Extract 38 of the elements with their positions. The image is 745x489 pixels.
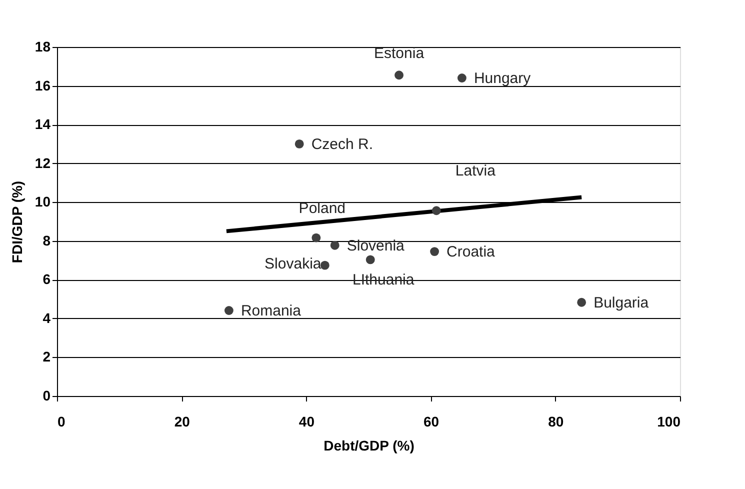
y-tick-label: 12 (34, 154, 51, 171)
y-tick-label: 16 (34, 77, 51, 94)
point (457, 74, 466, 82)
annotation: Poland (298, 200, 346, 217)
x-tick-label: 80 (548, 414, 564, 430)
y-tick-label: 0 (42, 388, 51, 404)
y-tick-label: 6 (42, 271, 51, 288)
annotation: Slovakia (264, 255, 322, 272)
point (394, 70, 404, 80)
y-tick-label: 14 (34, 116, 51, 132)
annotation: Croatia (446, 244, 496, 261)
point (224, 306, 234, 315)
annotation: Bulgaria (594, 294, 650, 312)
annotation: Czech R. (311, 136, 374, 153)
point (432, 206, 441, 216)
annotation: Hungary (474, 70, 532, 88)
x-tick-label: 100 (657, 414, 681, 430)
y-tick-label: 8 (42, 232, 51, 248)
y-axis-title: FDI/GDP (%) (8, 180, 25, 264)
x-tick-label: 0 (58, 414, 66, 430)
x-axis-title: Debt/GDP (%) (324, 438, 414, 454)
y-tick-label: 4 (42, 310, 51, 326)
annotation: Latvia (455, 162, 496, 180)
annotation: Estonia (374, 45, 425, 62)
point (430, 247, 440, 256)
y-tick-label: 10 (34, 194, 51, 210)
x-tick-label: 60 (424, 414, 440, 430)
x-tick-label: 40 (298, 414, 315, 430)
y-tick-label: 18 (34, 38, 51, 54)
point (366, 255, 375, 264)
y-tick-label: 2 (42, 348, 51, 365)
point (577, 298, 586, 307)
point (312, 233, 321, 242)
point (294, 139, 304, 148)
annotation: Romania (240, 302, 302, 320)
annotation: Slovenia (346, 237, 406, 254)
point (330, 240, 340, 250)
x-tick-label: 20 (174, 414, 190, 430)
